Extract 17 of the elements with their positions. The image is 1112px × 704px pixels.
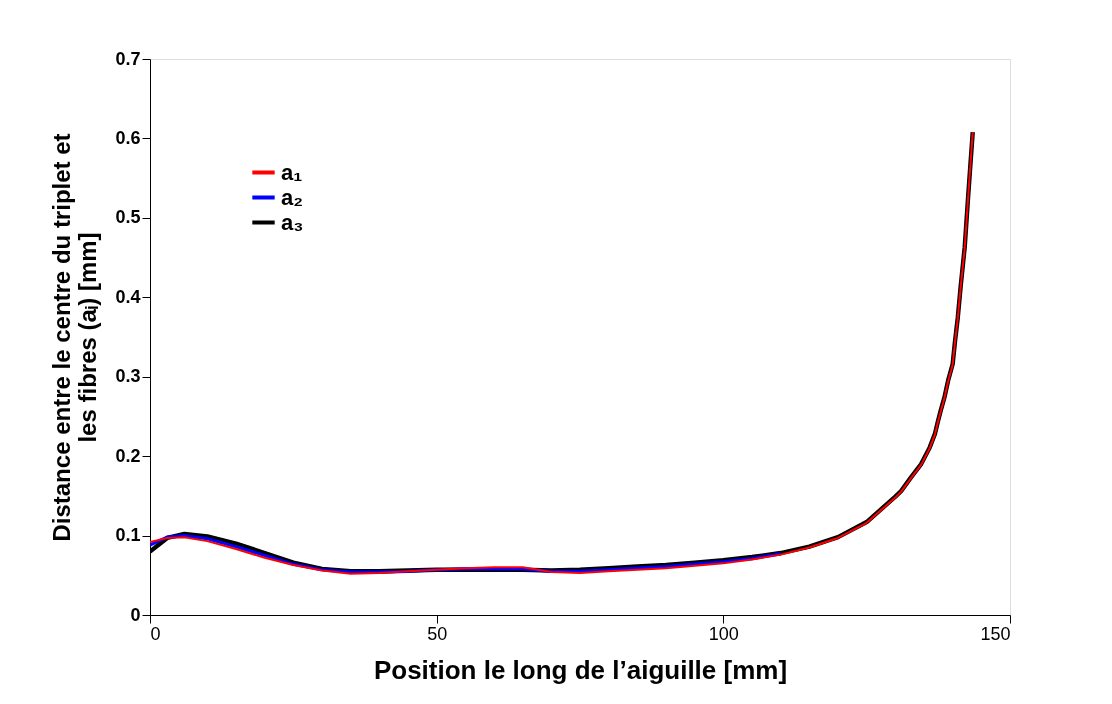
legend-label: a₃ bbox=[281, 209, 304, 235]
x-tick-label: 50 bbox=[427, 623, 448, 644]
y-tick-label: 0.7 bbox=[115, 48, 141, 69]
y-tick-label: 0.4 bbox=[115, 286, 141, 307]
y-tick-label: 0.2 bbox=[115, 445, 141, 466]
x-tick-label: 100 bbox=[708, 623, 739, 644]
y-tick-label: 0.6 bbox=[115, 127, 141, 148]
y-tick-label: 0.3 bbox=[115, 366, 141, 387]
x-tick-label: 150 bbox=[980, 623, 1011, 644]
x-tick-label: 0 bbox=[150, 623, 161, 644]
y-tick-label: 0.1 bbox=[115, 525, 141, 546]
x-axis-title: Position le long de l’aiguille [mm] bbox=[373, 654, 788, 685]
y-tick-label: 0 bbox=[130, 604, 141, 625]
y-tick-label: 0.5 bbox=[115, 207, 141, 228]
legend-label: a₁ bbox=[281, 159, 303, 185]
legend-label: a₂ bbox=[281, 184, 304, 210]
y-axis-title: Distance entre le centre du triplet et les fibres (aᵢ) [mm] bbox=[48, 133, 102, 542]
